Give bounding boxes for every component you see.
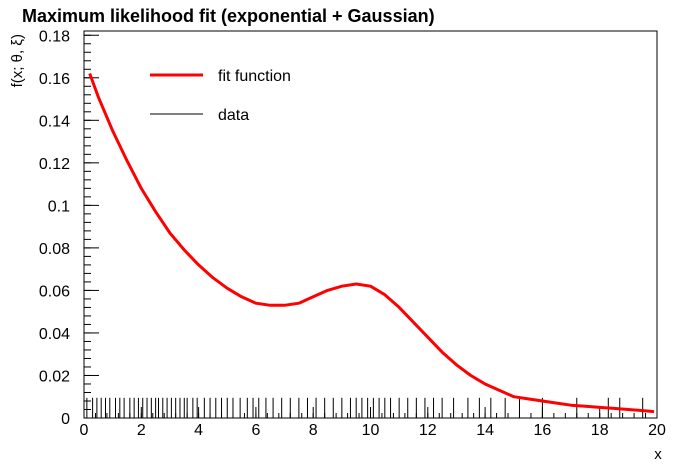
y-tick-label: 0.02 <box>39 368 70 385</box>
y-axis-title: f(x; θ, ξ) <box>9 34 26 87</box>
y-ticks: 0 0.02 0.04 0.06 0.08 0.1 0.12 0.14 0.16 0.18 <box>39 28 99 428</box>
x-tick-label: 4 <box>194 422 203 439</box>
y-tick-label: 0.08 <box>39 241 70 258</box>
y-tick-label: 0.14 <box>39 113 70 130</box>
plot-frame <box>83 30 658 419</box>
x-tick-label: 6 <box>251 422 260 439</box>
y-tick-label: 0.12 <box>39 156 70 173</box>
x-tick-label: 14 <box>476 422 494 439</box>
x-ticks: 0 2 4 6 8 10 12 14 16 18 20 <box>80 407 666 439</box>
x-tick-label: 12 <box>419 422 437 439</box>
x-tick-label: 0 <box>80 422 89 439</box>
y-tick-label: 0.16 <box>39 71 70 88</box>
x-tick-label: 18 <box>591 422 609 439</box>
y-tick-label: 0.18 <box>39 28 70 45</box>
x-tick-label: 10 <box>362 422 380 439</box>
x-tick-label: 16 <box>534 422 552 439</box>
x-axis-title: x <box>654 446 662 463</box>
legend: fit function data <box>150 68 291 124</box>
y-tick-label: 0.04 <box>39 326 70 343</box>
y-tick-label: 0.1 <box>48 198 70 215</box>
chart-title: Maximum likelihood fit (exponential + Ga… <box>22 6 435 26</box>
data-rug <box>86 397 644 418</box>
x-tick-label: 2 <box>137 422 146 439</box>
x-tick-label: 20 <box>648 422 666 439</box>
legend-fit-label: fit function <box>218 68 291 85</box>
y-tick-label: 0.06 <box>39 283 70 300</box>
minor-ticks <box>83 34 658 419</box>
legend-data-label: data <box>218 107 249 124</box>
fit-function-line <box>88 72 655 414</box>
y-tick-label: 0 <box>61 411 70 428</box>
x-tick-label: 8 <box>309 422 318 439</box>
